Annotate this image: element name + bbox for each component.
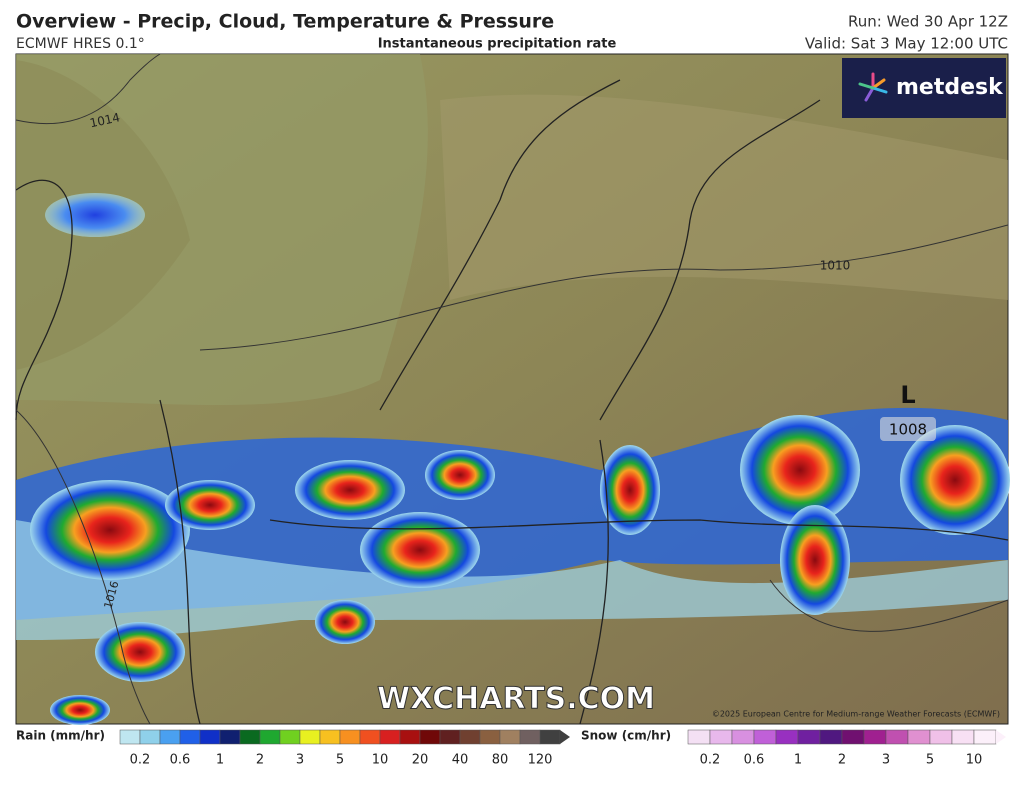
snow-swatch xyxy=(819,729,843,745)
rain-swatch xyxy=(359,729,381,745)
isobar-label: 1010 xyxy=(820,259,851,273)
snow-tick-label: 10 xyxy=(966,753,983,768)
snow-swatch xyxy=(709,729,733,745)
rain-arrow xyxy=(560,730,570,744)
rain-tick-label: 3 xyxy=(296,753,304,768)
rain-tick-label: 0.2 xyxy=(130,753,151,768)
rain-swatch xyxy=(459,729,481,745)
snow-swatch xyxy=(951,729,975,745)
rain-swatch xyxy=(439,729,461,745)
map: 1014 1010 1016 L 1008 metdesk WXCHARTS.C… xyxy=(15,53,1010,725)
rain-swatch xyxy=(499,729,521,745)
rain-tick-label: 10 xyxy=(372,753,389,768)
isobar-label: 1014 xyxy=(88,110,121,130)
model: ECMWF HRES 0.1° xyxy=(16,36,145,52)
rain-tick-label: 2 xyxy=(256,753,264,768)
rain-swatch xyxy=(379,729,401,745)
rain-swatch xyxy=(519,729,541,745)
rain-swatch xyxy=(339,729,361,745)
snow-swatch xyxy=(841,729,865,745)
watermark: WXCHARTS.COM xyxy=(377,682,655,717)
snow-tick-label: 0.2 xyxy=(700,753,721,768)
rain-swatch xyxy=(299,729,321,745)
snow-swatch xyxy=(863,729,887,745)
rain-tick-label: 120 xyxy=(528,753,553,768)
snow-swatch xyxy=(797,729,821,745)
snow-swatch xyxy=(973,729,997,745)
snow-tick-label: 2 xyxy=(838,753,846,768)
rain-tick-label: 40 xyxy=(452,753,469,768)
low-pressure: 1008 xyxy=(889,421,927,439)
snow-swatch xyxy=(885,729,909,745)
snow-swatch xyxy=(687,729,711,745)
snow-swatch xyxy=(907,729,931,745)
rain-swatch xyxy=(279,729,301,745)
logo: metdesk xyxy=(896,75,1004,100)
low-symbol: L xyxy=(900,381,915,409)
snow-tick-label: 0.6 xyxy=(744,753,765,768)
snow-arrow xyxy=(996,730,1006,744)
copyright: ©2025 European Centre for Medium-range W… xyxy=(712,710,1000,719)
snow-swatch xyxy=(731,729,755,745)
snow-swatch xyxy=(753,729,777,745)
rain-swatch xyxy=(419,729,441,745)
rain-swatch xyxy=(119,729,141,745)
rain-tick-label: 20 xyxy=(412,753,429,768)
rain-swatch xyxy=(139,729,161,745)
run: Run: Wed 30 Apr 12Z xyxy=(848,13,1008,31)
rain-swatch xyxy=(259,729,281,745)
snow-legend-label: Snow (cm/hr) xyxy=(581,729,671,743)
rain-swatch xyxy=(479,729,501,745)
title: Overview - Precip, Cloud, Temperature & … xyxy=(16,11,554,33)
rain-tick-label: 0.6 xyxy=(170,753,191,768)
valid: Valid: Sat 3 May 12:00 UTC xyxy=(805,35,1008,53)
rain-tick-label: 80 xyxy=(492,753,509,768)
rain-swatch xyxy=(199,729,221,745)
snow-tick-label: 5 xyxy=(926,753,934,768)
product: Instantaneous precipitation rate xyxy=(378,37,617,52)
rain-swatch xyxy=(179,729,201,745)
snow-tick-label: 3 xyxy=(882,753,890,768)
snow-swatch xyxy=(775,729,799,745)
legend: Rain (mm/hr) Snow (cm/hr) 0.2 0.6 1 2 3 5 10 20… xyxy=(16,729,1006,768)
rain-tick-label: 1 xyxy=(216,753,224,768)
rain-swatch xyxy=(239,729,261,745)
rain-swatch xyxy=(219,729,241,745)
rain-swatch xyxy=(319,729,341,745)
snow-swatch xyxy=(929,729,953,745)
rain-legend-label: Rain (mm/hr) xyxy=(16,729,105,743)
rain-swatch xyxy=(159,729,181,745)
rain-swatch xyxy=(399,729,421,745)
rain-tick-label: 5 xyxy=(336,753,344,768)
snow-tick-label: 1 xyxy=(794,753,802,768)
rain-swatch xyxy=(539,729,561,745)
